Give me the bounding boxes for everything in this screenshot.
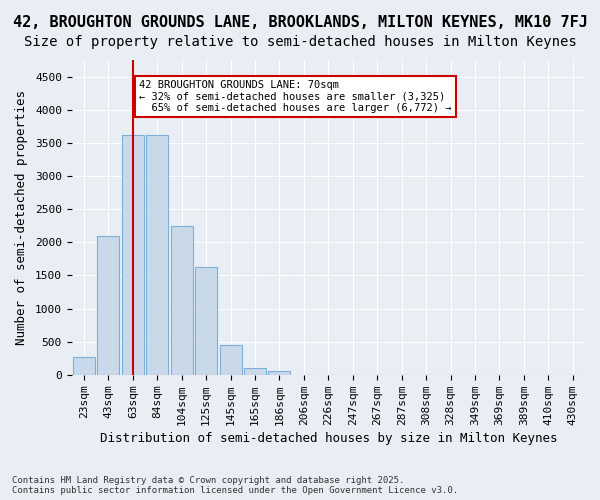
Bar [170, 226, 193, 375]
Bar [220, 345, 242, 375]
Bar [268, 371, 290, 375]
Text: 42, BROUGHTON GROUNDS LANE, BROOKLANDS, MILTON KEYNES, MK10 7FJ: 42, BROUGHTON GROUNDS LANE, BROOKLANDS, … [13, 15, 587, 30]
Bar [122, 134, 144, 375]
Bar [73, 357, 95, 375]
Bar [244, 368, 266, 375]
Text: 42 BROUGHTON GROUNDS LANE: 70sqm
← 32% of semi-detached houses are smaller (3,32: 42 BROUGHTON GROUNDS LANE: 70sqm ← 32% o… [139, 80, 451, 113]
Y-axis label: Number of semi-detached properties: Number of semi-detached properties [15, 90, 28, 345]
Text: Contains HM Land Registry data © Crown copyright and database right 2025.
Contai: Contains HM Land Registry data © Crown c… [12, 476, 458, 495]
X-axis label: Distribution of semi-detached houses by size in Milton Keynes: Distribution of semi-detached houses by … [100, 432, 557, 445]
Bar [97, 236, 119, 375]
Bar [146, 134, 168, 375]
Bar [195, 267, 217, 375]
Text: Size of property relative to semi-detached houses in Milton Keynes: Size of property relative to semi-detach… [23, 35, 577, 49]
